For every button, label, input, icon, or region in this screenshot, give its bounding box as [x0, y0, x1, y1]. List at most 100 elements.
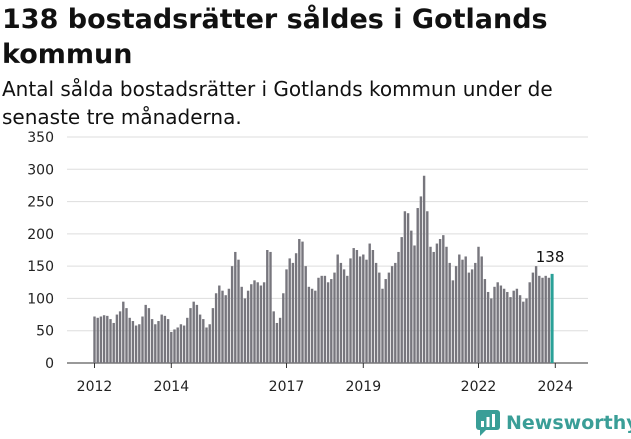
y-tick-label: 300 [27, 162, 54, 178]
bar [304, 266, 307, 363]
bar [467, 272, 471, 363]
newsworthy-chart-icon [476, 410, 500, 436]
bar [496, 282, 499, 363]
bar [205, 327, 208, 363]
bar [227, 288, 231, 363]
bar [99, 316, 103, 363]
bar [128, 317, 131, 363]
x-axis: 2012 2014 2017 2019 2022 2024 [77, 363, 573, 395]
bar [307, 286, 311, 363]
data-labels: 138 [536, 248, 565, 266]
bar [461, 259, 464, 363]
bar [154, 324, 157, 363]
bar [93, 316, 96, 363]
bar [157, 321, 160, 363]
bar [112, 322, 115, 363]
bar [115, 314, 119, 363]
bar [138, 324, 141, 363]
newsworthy-brand: Newsworthy [476, 408, 631, 438]
bar [147, 308, 151, 363]
bar [282, 293, 285, 363]
bar [432, 251, 435, 363]
bar [365, 259, 368, 363]
bar [214, 293, 218, 363]
bar [403, 211, 407, 363]
bar [208, 324, 211, 363]
bar [109, 319, 112, 363]
bar [163, 315, 167, 363]
bar [179, 324, 183, 363]
bar [346, 275, 349, 363]
bar [464, 256, 467, 363]
bar [368, 243, 371, 363]
brand-name: Newsworthy [506, 412, 631, 434]
bar [234, 251, 237, 363]
bar [125, 308, 128, 363]
bar [250, 284, 253, 363]
x-tick-label: 2019 [345, 379, 381, 395]
bar [358, 256, 362, 363]
bar [256, 282, 259, 363]
bar [96, 317, 99, 363]
bar [102, 315, 106, 363]
bar [400, 237, 403, 363]
x-tick-label: 2022 [461, 379, 497, 395]
y-tick-label: 0 [45, 356, 54, 372]
bar [483, 279, 487, 363]
bar [189, 308, 192, 363]
bar [259, 285, 263, 363]
bar [320, 275, 323, 363]
bar [134, 325, 138, 363]
bar [547, 277, 551, 363]
bar [352, 248, 355, 363]
bar [243, 298, 247, 363]
bar [474, 262, 477, 363]
bar [317, 277, 320, 363]
bar [291, 262, 295, 363]
bar [192, 301, 195, 363]
y-tick-label: 200 [27, 227, 54, 243]
bar [182, 325, 186, 363]
bar [278, 317, 282, 363]
bar [173, 329, 176, 363]
bar [326, 282, 330, 363]
bar [122, 301, 125, 363]
bar [310, 288, 314, 363]
bar [381, 288, 384, 363]
bar [285, 269, 288, 363]
bar [531, 272, 535, 363]
bar [384, 279, 387, 363]
bar [240, 286, 243, 363]
bar [342, 269, 346, 363]
bar [141, 316, 144, 363]
x-tick-label: 2014 [153, 379, 189, 395]
bar [486, 291, 490, 363]
bar [541, 277, 544, 363]
bar [538, 275, 541, 363]
bar [406, 213, 410, 363]
bar [170, 332, 173, 363]
bar [429, 246, 432, 363]
bars [93, 175, 554, 363]
y-tick-label: 150 [27, 259, 54, 275]
bar [198, 314, 202, 363]
bar [442, 235, 445, 363]
bar [262, 282, 266, 363]
bar [349, 258, 352, 363]
bar [266, 250, 269, 363]
bar [186, 317, 189, 363]
bar [502, 288, 506, 363]
bar [288, 258, 291, 363]
bar [218, 285, 221, 363]
bar [221, 290, 224, 363]
bar [336, 254, 339, 363]
bar [493, 286, 496, 363]
bar [333, 272, 336, 363]
bar [387, 272, 391, 363]
bar [490, 298, 493, 363]
bar [144, 304, 147, 363]
bar [525, 298, 528, 363]
y-tick-label: 350 [27, 130, 54, 146]
bar [499, 285, 503, 363]
